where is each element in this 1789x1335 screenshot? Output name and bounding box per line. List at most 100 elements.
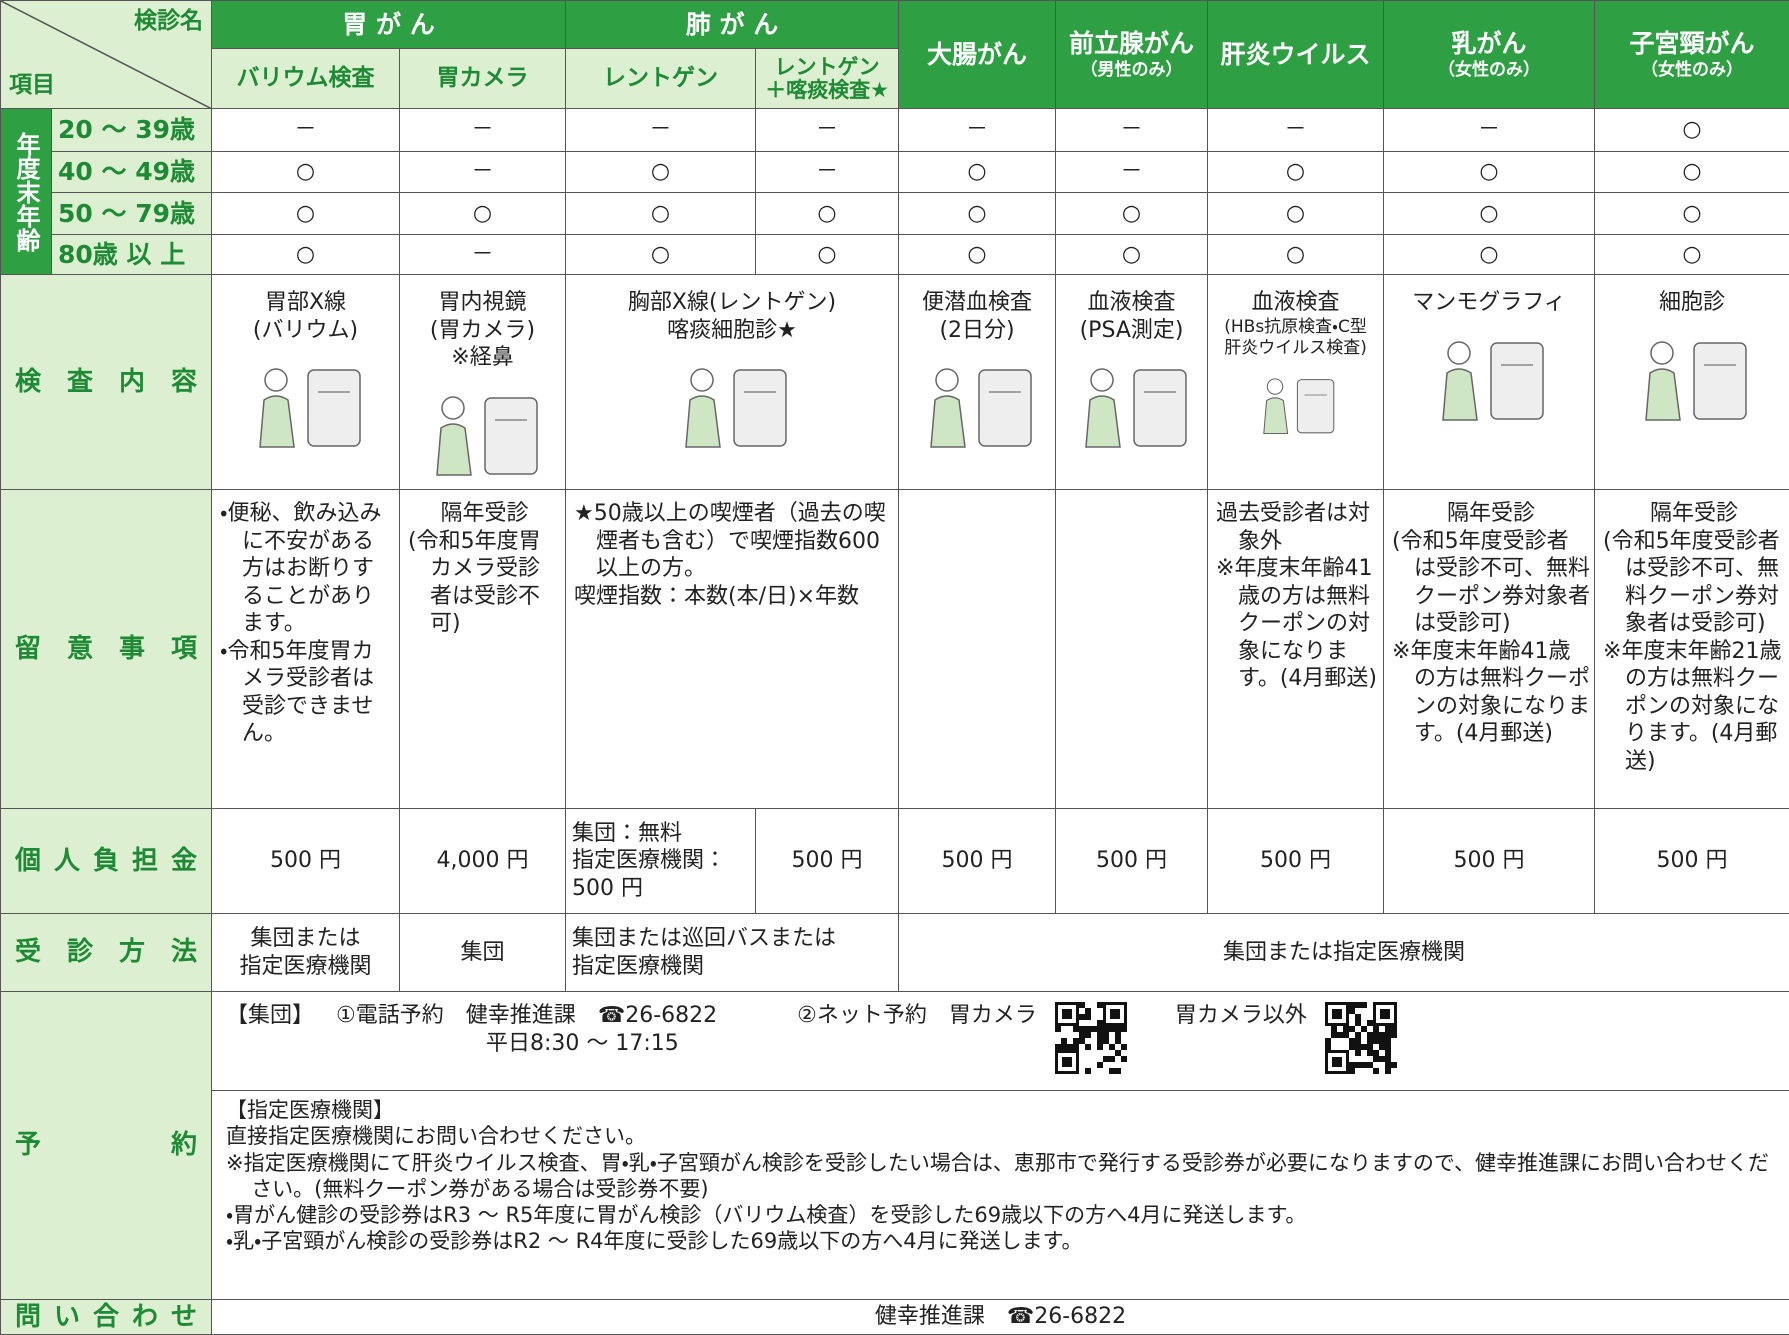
exam-cell: 胃内視鏡 (胃カメラ) ※経鼻 xyxy=(400,275,566,490)
illustration-part xyxy=(1355,1044,1361,1050)
cost-value: 500 円 xyxy=(762,847,892,875)
row-label: 個 人 負 担 金 xyxy=(1,809,212,914)
eligibility-mark: ○ xyxy=(218,241,393,269)
illustration-part xyxy=(1061,1044,1067,1050)
note-line: 過去受診者は対象外 xyxy=(1216,500,1379,555)
illustration xyxy=(1419,325,1559,425)
table-row: 【指定医療機関】直接指定医療機関にお問い合わせください。※指定医療機関にて肝炎ウ… xyxy=(1,1091,1789,1300)
illustration-part xyxy=(1325,1038,1331,1044)
eligibility-mark: － xyxy=(762,158,892,186)
note-line: (令和5年度受診者は受診不可、無料クーポン券対象者は受診可) xyxy=(1392,528,1590,638)
cost-value: 4,000 円 xyxy=(406,847,559,875)
age-label: 20 ～ 39歳 xyxy=(58,114,205,145)
eligibility-mark: － xyxy=(406,116,559,144)
exam-cell: 血液検査 (PSA測定) xyxy=(1056,275,1208,490)
exam-cell: 便潜血検査 (2日分) xyxy=(899,275,1056,490)
row-label: 個 人 負 担 金 xyxy=(15,845,197,878)
illustration-part xyxy=(1373,1026,1379,1032)
sub-header: レントゲン ＋喀痰検査★ xyxy=(756,49,899,109)
illustration-part xyxy=(1355,1062,1361,1068)
table-row: 問 い 合 わ せ健幸推進課 ☎26-6822 xyxy=(1,1300,1789,1335)
reservation-designated: 【指定医療機関】直接指定医療機関にお問い合わせください。※指定医療機関にて肝炎ウ… xyxy=(212,1091,1789,1300)
method-cell: 集団または 指定医療機関 xyxy=(212,914,400,992)
illustration-part xyxy=(442,397,464,419)
designated-line: ・乳・子宮頸がん検診の受診券はR2 ～ R4年度に受診した69歳以下の方へ4月に… xyxy=(226,1228,1775,1254)
phone-block: 【集団】 ①電話予約 健幸推進課 ☎26-6822 平日8:30 ～ 17:15 xyxy=(226,1002,739,1057)
illustration-part xyxy=(1373,1068,1379,1074)
illustration-part xyxy=(1062,1057,1072,1067)
qr-code xyxy=(1055,1002,1127,1074)
illustration-part xyxy=(1073,1026,1079,1032)
illustration-part xyxy=(1332,1009,1342,1019)
eligibility-mark: ○ xyxy=(1601,241,1783,269)
illustration-part xyxy=(1325,1044,1331,1050)
cost-value: 集団：無料 指定医療機関： 500 円 xyxy=(572,820,749,903)
illustration-part xyxy=(1355,1038,1361,1044)
designated-line: 直接指定医療機関にお問い合わせください。 xyxy=(226,1123,1775,1149)
column-note: （女性のみ） xyxy=(1390,60,1588,81)
age-label: 50 ～ 79歳 xyxy=(58,198,205,229)
eligibility-cell: ○ xyxy=(212,193,400,235)
age-label: 80歳 以 上 xyxy=(58,239,205,270)
contact-cell: 健幸推進課 ☎26-6822 xyxy=(212,1300,1789,1335)
eligibility-mark: ○ xyxy=(1214,200,1377,228)
note-line: 喫煙指数：本数(本/日)×年数 xyxy=(574,583,894,611)
illustration-part xyxy=(1373,1056,1379,1062)
column-label: 乳がん xyxy=(1390,28,1588,59)
illustration xyxy=(1226,367,1366,437)
eligibility-mark: ○ xyxy=(1390,158,1588,186)
illustration-part xyxy=(1646,369,1680,420)
column-header: 前立腺がん（男性のみ） xyxy=(1056,1,1208,109)
exam-text: 胸部X線(レントゲン) 喀痰細胞診★ xyxy=(572,289,892,344)
illustration xyxy=(1062,352,1202,452)
illustration-part xyxy=(1055,1044,1061,1050)
table-row: 予 約【集団】 ①電話予約 健幸推進課 ☎26-6822 平日8:30 ～ 17… xyxy=(1,992,1789,1091)
exam-cell: 胃部X線 (バリウム) xyxy=(212,275,400,490)
eligibility-cell: ○ xyxy=(1384,235,1595,275)
eligibility-cell: ○ xyxy=(1595,152,1789,193)
illustration-part xyxy=(485,398,537,474)
eligibility-mark: ○ xyxy=(1601,200,1783,228)
cost-value: 500 円 xyxy=(1062,847,1201,875)
illustration-part xyxy=(1073,1044,1079,1050)
eligibility-cell: ○ xyxy=(1208,235,1384,275)
reservation-text: ②ネット予約 xyxy=(797,1003,927,1028)
note-cell xyxy=(899,490,1056,809)
note-cell xyxy=(1056,490,1208,809)
cost-cell: 500 円 xyxy=(1595,809,1789,914)
illustration-part xyxy=(1109,1056,1115,1062)
illustration-part xyxy=(1349,1008,1355,1014)
table-row: 40 ～ 49歳○－○－○－○○○ xyxy=(1,152,1789,193)
eligibility-cell: ○ xyxy=(899,152,1056,193)
illustration-part xyxy=(1109,1068,1115,1074)
reservation-text: 【集団】 xyxy=(226,1003,314,1028)
illustration-part xyxy=(1067,1044,1073,1050)
illustration-part xyxy=(1085,1014,1091,1020)
illustration-part xyxy=(1367,1062,1373,1068)
illustration-part xyxy=(1349,1062,1355,1068)
illustration-part xyxy=(1121,1056,1127,1062)
illustration-part xyxy=(1079,1026,1085,1032)
eligibility-cell: ○ xyxy=(212,235,400,275)
eligibility-cell: ○ xyxy=(1208,193,1384,235)
age-section-label: 年度末年齢 xyxy=(14,132,38,252)
designated-line: ・胃がん健診の受診券はR3 ～ R5年度に胃がん検診（バリウム検査）を受診した6… xyxy=(226,1202,1775,1228)
row-label: 問 い 合 わ せ xyxy=(15,1301,197,1334)
eligibility-mark: ○ xyxy=(218,200,393,228)
illustration-part xyxy=(1055,1026,1061,1032)
reservation-text: ①電話予約 xyxy=(336,1003,444,1028)
eligibility-mark: － xyxy=(1062,116,1201,144)
illustration-part xyxy=(1263,398,1287,434)
note-cell: 隔年受診(令和5年度胃カメラ受診者は受診不可) xyxy=(400,490,566,809)
illustration-part xyxy=(1367,1044,1373,1050)
note-line: ※年度末年齢21歳の方は無料クーポンの対象になります。(4月郵送) xyxy=(1603,638,1785,776)
illustration-part xyxy=(1355,1020,1361,1026)
note-heading: 隔年受診 xyxy=(1603,500,1785,528)
eligibility-cell: － xyxy=(566,109,756,152)
note-cell: 過去受診者は対象外※年度末年齢41歳の方は無料クーポンの対象になります。(4月郵… xyxy=(1208,490,1384,809)
illustration-part xyxy=(1115,1026,1121,1032)
illustration-part xyxy=(1373,1038,1379,1044)
illustration-part xyxy=(1115,1038,1121,1044)
eligibility-mark: － xyxy=(406,158,559,186)
eligibility-mark: ○ xyxy=(905,200,1049,228)
